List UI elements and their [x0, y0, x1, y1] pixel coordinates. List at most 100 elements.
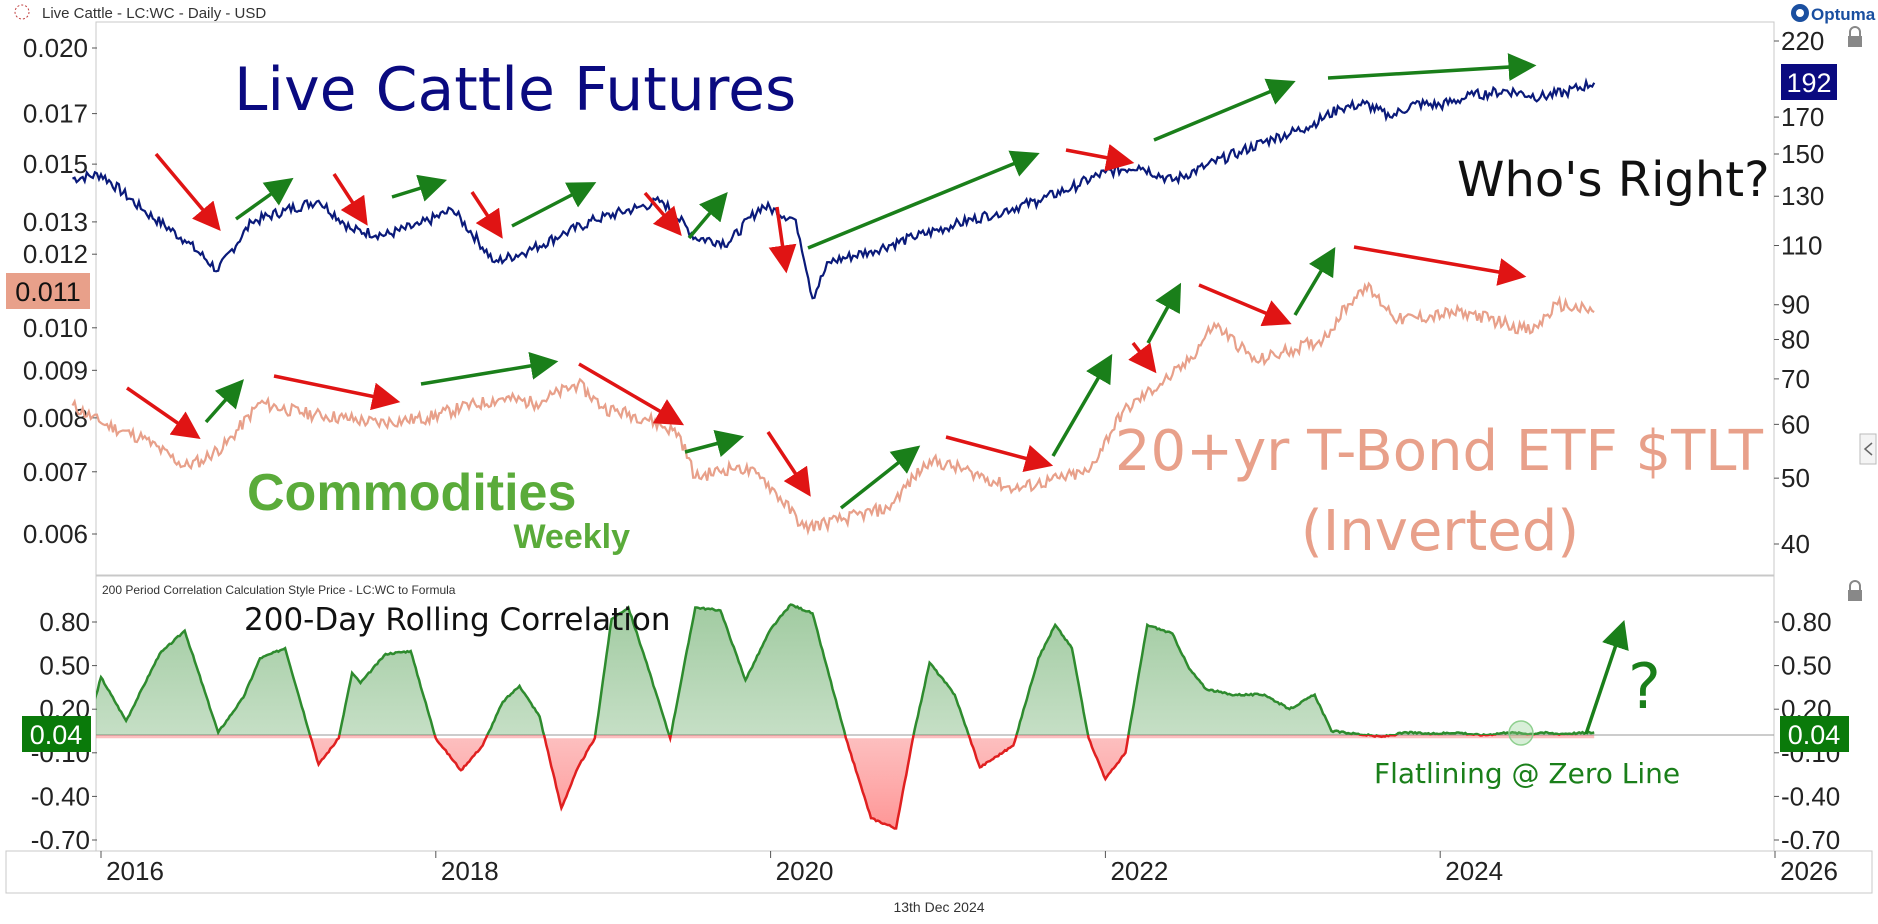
tick-label: 60 [1781, 409, 1810, 439]
correlation-positive-area [96, 604, 1595, 735]
up-arrow [511, 182, 597, 228]
tick-label: 80 [1781, 324, 1810, 354]
commodities-weekly-logo: Commodities Weekly [247, 464, 630, 556]
tick-label: 0.50 [1781, 651, 1832, 681]
down-arrow [470, 191, 503, 239]
tlt-label-line2: (Inverted) [1301, 499, 1579, 564]
tick-label: 0.009 [23, 355, 88, 385]
tick-label: -0.40 [31, 781, 90, 811]
tick-label: 2016 [106, 856, 164, 886]
up-arrow [687, 191, 728, 240]
tick-label: 0.012 [23, 239, 88, 269]
up-arrow [1293, 246, 1336, 316]
left-current-badge: 0.011 [6, 273, 90, 309]
correlation-negative-line [217, 735, 1585, 830]
tick-label: 0.010 [23, 313, 88, 343]
trend-arrows [126, 53, 1629, 735]
lock-icon[interactable] [1848, 580, 1862, 601]
down-arrow [1353, 245, 1527, 286]
tick-label: 2020 [776, 856, 834, 886]
tick-label: 2024 [1445, 856, 1503, 886]
x-axis: 2016 2018 2020 2022 2024 2026 [100, 851, 1838, 886]
down-arrow [578, 362, 685, 426]
right-current-value: 192 [1786, 68, 1831, 98]
down-arrow [273, 374, 401, 411]
tick-label: -0.70 [1781, 825, 1840, 855]
up-arrow [204, 379, 244, 424]
correlation-right-value: 0.04 [1788, 720, 1841, 750]
question-annotation: Who's Right? [1457, 152, 1770, 208]
correlation-panel-caption: 200 Period Correlation Calculation Style… [102, 583, 456, 597]
tick-label: 50 [1781, 463, 1810, 493]
lock-icon[interactable] [1848, 26, 1862, 47]
down-arrow [766, 431, 811, 497]
tick-label: 220 [1781, 26, 1824, 56]
up-arrow [234, 177, 294, 221]
flatline-highlight-circle [1508, 720, 1534, 746]
tick-label: 150 [1781, 139, 1824, 169]
down-arrow [643, 191, 682, 236]
down-arrow [768, 206, 797, 274]
tick-label: 90 [1781, 290, 1810, 320]
up-arrow [1051, 353, 1113, 457]
chart-title: Live Cattle Futures [234, 55, 796, 125]
tick-label: 2026 [1780, 856, 1838, 886]
correlation-positive-line [96, 603, 1595, 735]
up-arrow [420, 352, 559, 386]
down-arrow [945, 435, 1054, 472]
down-arrow [1198, 283, 1292, 327]
correlation-right-badge: 0.04 [1780, 716, 1849, 752]
down-arrow [126, 386, 201, 439]
series-line [71, 281, 1595, 536]
date-footer: 13th Dec 2024 [893, 899, 984, 915]
up-arrow [684, 429, 745, 458]
tick-label: 170 [1781, 102, 1824, 132]
price-panel-frame [95, 21, 1775, 576]
tick-label: 0.007 [23, 457, 88, 487]
up-arrow [1584, 620, 1629, 735]
app-icon [14, 4, 30, 20]
right-current-badge: 192 [1781, 64, 1837, 100]
up-arrow [1153, 78, 1296, 142]
up-arrow [839, 445, 921, 510]
tick-label: 110 [1781, 231, 1822, 261]
tick-label: 0.006 [23, 519, 88, 549]
correlation-title: 200-Day Rolling Correlation [244, 602, 671, 638]
tick-label: 0.020 [23, 33, 88, 63]
tick-label: 0.017 [23, 99, 88, 129]
brand-name: Optuma [1811, 5, 1876, 24]
up-arrow [807, 150, 1040, 250]
down-arrow [332, 173, 368, 226]
up-arrow [1146, 282, 1182, 344]
series-line [72, 77, 1596, 300]
tick-label: 0.80 [39, 607, 90, 637]
up-arrow [1327, 53, 1537, 82]
down-arrow [1128, 341, 1157, 374]
tick-label: 40 [1781, 529, 1810, 559]
tick-label: 130 [1781, 181, 1824, 211]
tick-label: -0.40 [1781, 781, 1840, 811]
right-axis: 220 170 150 130 110 90 80 70 60 50 40 [1774, 26, 1824, 559]
tick-label: 70 [1781, 364, 1810, 394]
flatline-annotation: Flatlining @ Zero Line [1374, 757, 1680, 790]
tick-label: 0.80 [1781, 607, 1832, 637]
x-axis-frame [5, 850, 1873, 894]
tick-label: 2022 [1110, 856, 1168, 886]
question-mark: ? [1628, 650, 1661, 723]
collapse-panel-button[interactable] [1859, 433, 1877, 465]
tick-label: 0.50 [39, 651, 90, 681]
down-arrow [1065, 143, 1135, 172]
logo-word: Commodities [247, 464, 576, 522]
tick-label: 0.008 [23, 403, 88, 433]
window-title: Live Cattle - LC:WC - Daily - USD [42, 5, 266, 22]
left-current-value: 0.011 [15, 277, 81, 307]
tick-label: 2018 [441, 856, 499, 886]
tlt-label-line1: 20+yr T-Bond ETF $TLT [1115, 419, 1764, 484]
tick-label: 0.015 [23, 149, 88, 179]
down-arrow [154, 152, 221, 232]
optuma-logo: Optuma [1791, 4, 1876, 24]
correlation-left-badge: 0.04 [22, 716, 91, 752]
logo-sub: Weekly [513, 518, 630, 556]
